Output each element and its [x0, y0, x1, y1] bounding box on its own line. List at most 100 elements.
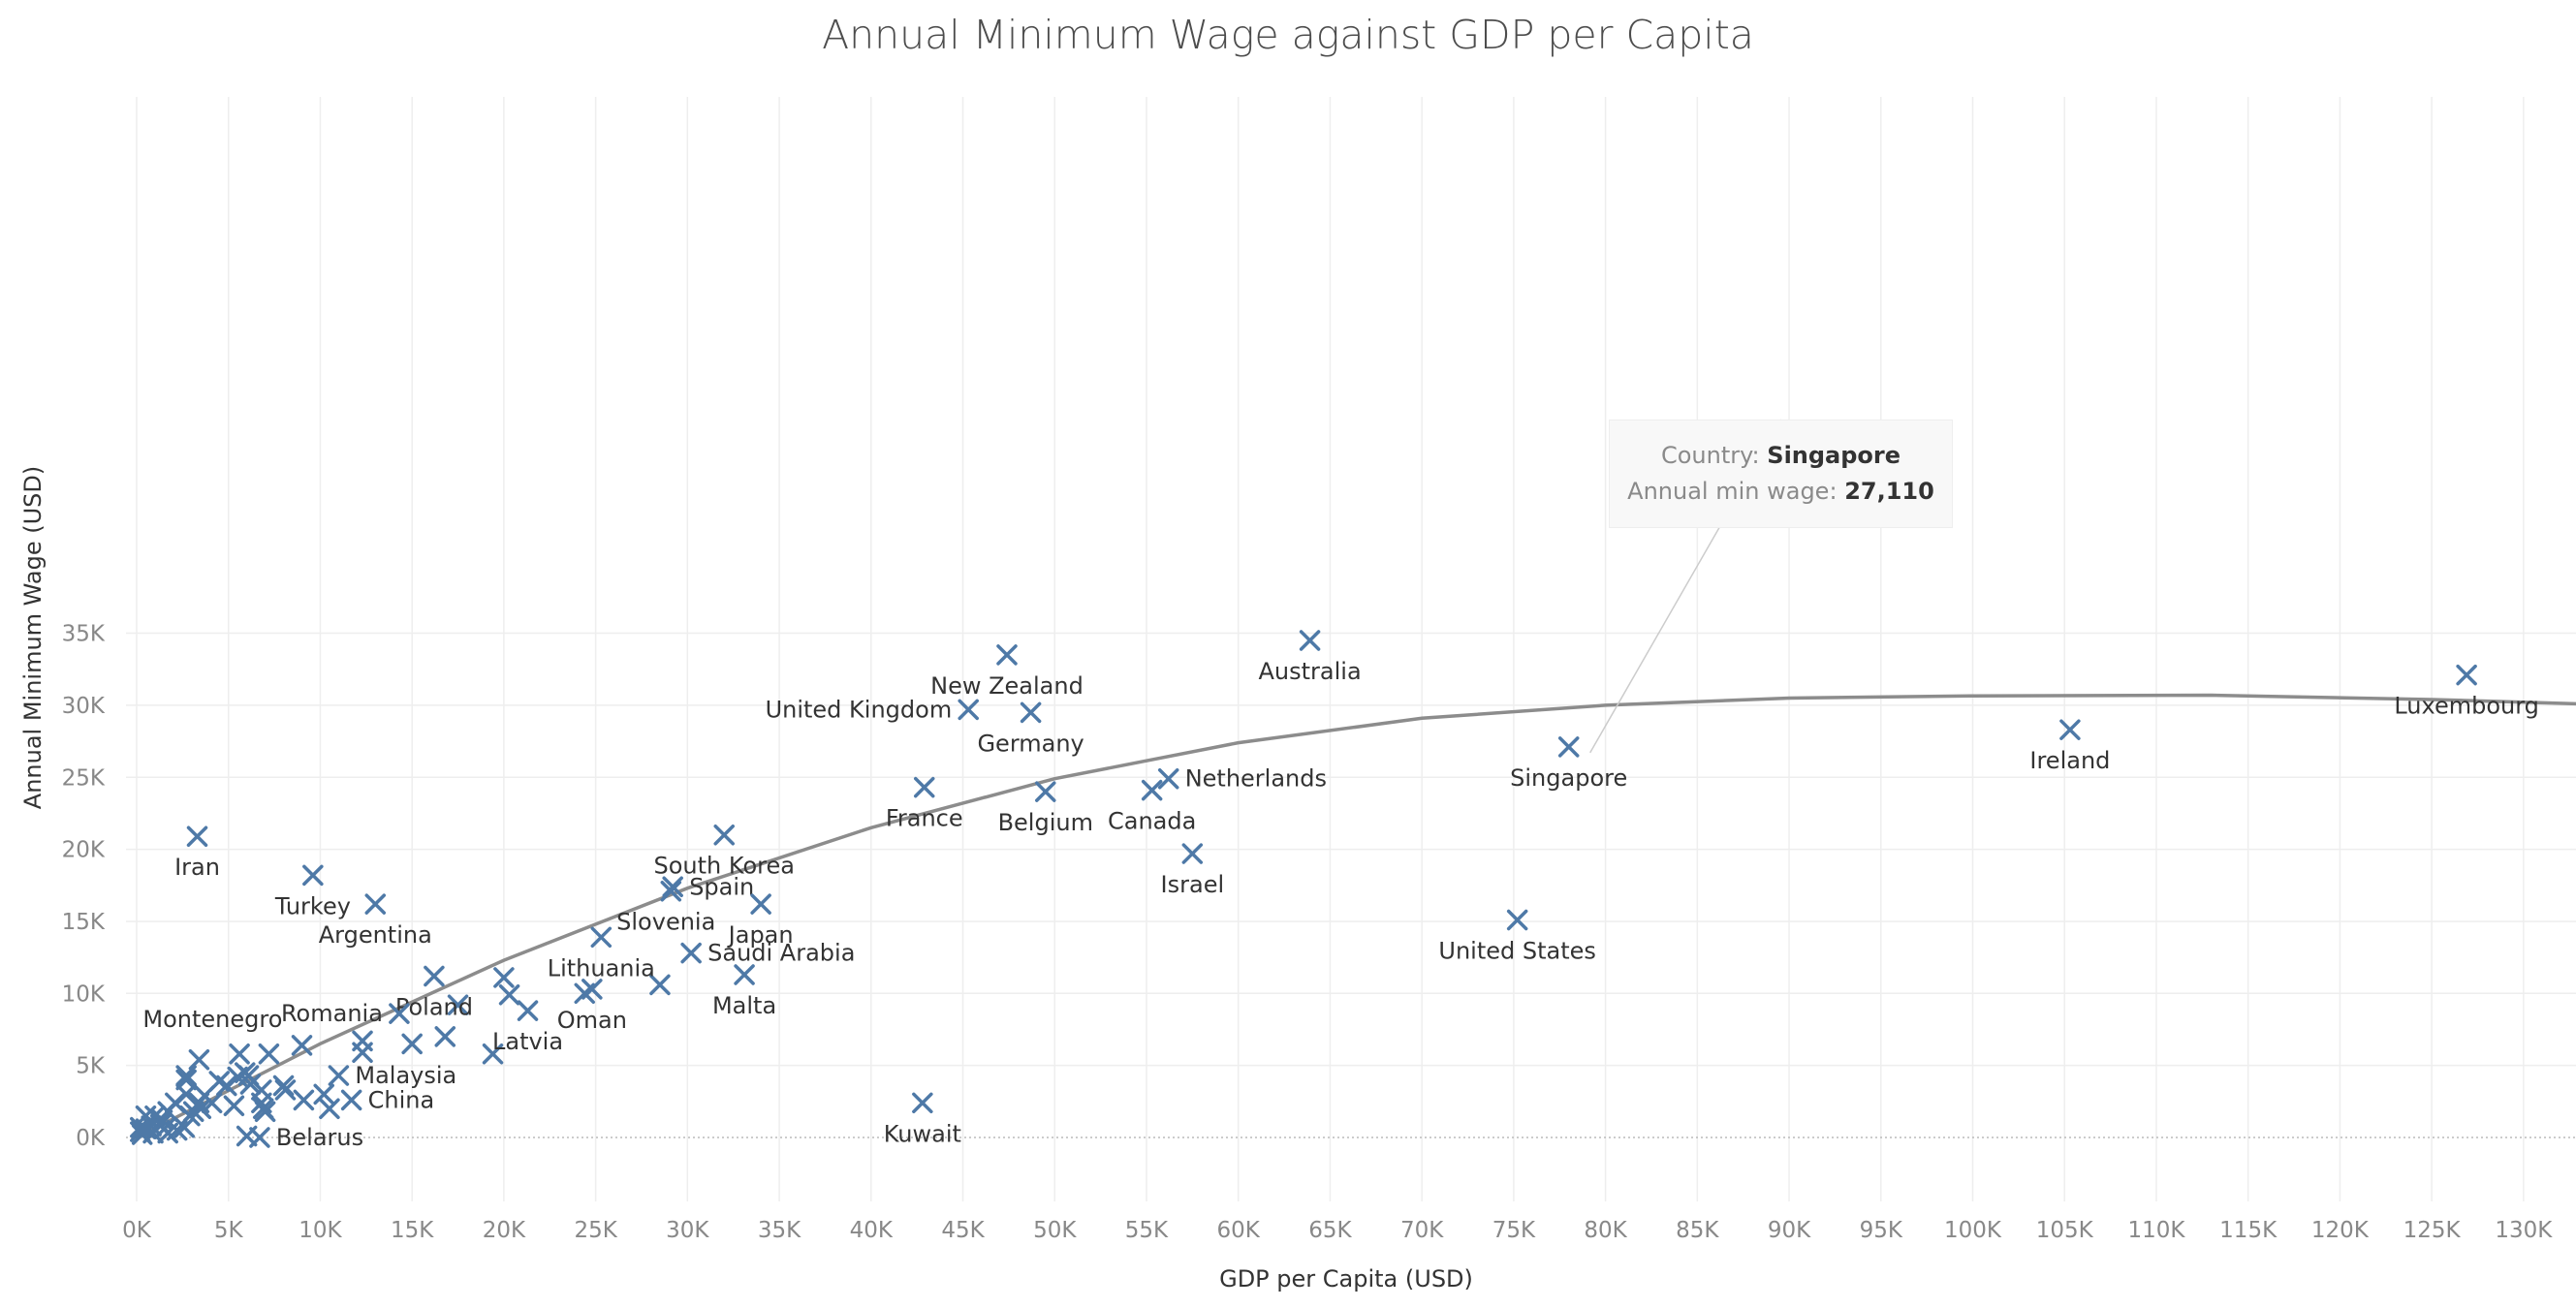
- data-point[interactable]: [175, 1065, 197, 1086]
- data-point[interactable]: [239, 1074, 262, 1095]
- data-point[interactable]: [498, 984, 520, 1006]
- x-tick-label: 100K: [1944, 1218, 2002, 1243]
- tooltip-wage-row: Annual min wage: 27,110: [1610, 478, 1952, 505]
- data-point-france[interactable]: [913, 776, 935, 798]
- data-point-luxembourg[interactable]: [2456, 664, 2477, 686]
- point-label: United States: [1438, 937, 1596, 964]
- data-point-slovenia[interactable]: [660, 880, 682, 902]
- point-label: Turkey: [274, 892, 351, 919]
- y-axis-title: Annual Minimum Wage (USD): [19, 466, 47, 809]
- tooltip-country-label: Country:: [1660, 442, 1760, 469]
- data-point[interactable]: [223, 1095, 245, 1117]
- y-tick-label: 0K: [76, 1126, 106, 1151]
- data-point-kuwait[interactable]: [912, 1092, 933, 1114]
- x-tick-label: 45K: [941, 1218, 985, 1243]
- data-point[interactable]: [188, 1048, 210, 1071]
- grid-lines: [126, 97, 2576, 1201]
- point-label: Ireland: [2029, 747, 2110, 774]
- data-point[interactable]: [216, 1074, 237, 1097]
- data-point-south-korea[interactable]: [713, 824, 735, 846]
- point-label: Romania: [281, 1000, 383, 1027]
- data-point[interactable]: [352, 1042, 373, 1064]
- data-point-united-kingdom[interactable]: [958, 699, 979, 721]
- data-point-netherlands[interactable]: [1157, 767, 1179, 790]
- data-point[interactable]: [173, 1116, 196, 1138]
- data-point-canada[interactable]: [1141, 779, 1163, 801]
- data-point[interactable]: [493, 967, 515, 988]
- point-label: Malta: [712, 992, 776, 1019]
- data-point-spain[interactable]: [662, 876, 683, 898]
- data-point-romania[interactable]: [389, 1003, 410, 1024]
- x-tick-label: 25K: [574, 1218, 617, 1243]
- data-point-argentina[interactable]: [364, 893, 387, 915]
- data-point-turkey[interactable]: [302, 864, 324, 887]
- data-point[interactable]: [130, 1116, 151, 1138]
- data-point-ireland[interactable]: [2059, 719, 2081, 740]
- data-point-montenegro[interactable]: [258, 1043, 280, 1065]
- y-tick-label: 30K: [62, 694, 106, 719]
- data-points: Australia New Zealand Luxembourg United Kin…: [130, 630, 2539, 1151]
- point-label: Spain: [689, 873, 754, 900]
- x-tick-label: 80K: [1584, 1218, 1627, 1243]
- data-point[interactable]: [272, 1074, 295, 1097]
- x-tick-label: 40K: [850, 1218, 894, 1243]
- data-point[interactable]: [313, 1083, 334, 1106]
- data-point-singapore[interactable]: [1557, 736, 1580, 758]
- x-tick-label: 70K: [1400, 1218, 1444, 1243]
- tooltip-country-value: Singapore: [1767, 442, 1901, 469]
- data-point-latvia[interactable]: [517, 1000, 539, 1021]
- point-label: Argentina: [319, 921, 432, 949]
- point-label: Slovenia: [616, 909, 715, 936]
- data-point-malta[interactable]: [734, 964, 755, 985]
- point-label: Netherlands: [1185, 765, 1327, 793]
- tooltip-country-row: Country: Singapore: [1610, 442, 1952, 469]
- y-tick-label: 35K: [62, 622, 106, 647]
- point-label: New Zealand: [930, 672, 1084, 700]
- data-point[interactable]: [482, 1043, 504, 1065]
- data-point-belarus[interactable]: [249, 1127, 270, 1148]
- data-point[interactable]: [274, 1079, 297, 1101]
- data-point-lithuania[interactable]: [590, 926, 613, 949]
- data-point[interactable]: [447, 994, 469, 1015]
- data-point[interactable]: [401, 1033, 423, 1055]
- data-point[interactable]: [142, 1122, 164, 1144]
- data-point[interactable]: [434, 1026, 456, 1047]
- trend-line: [136, 693, 2576, 1139]
- x-tick-label: 35K: [758, 1218, 801, 1243]
- data-point-iran[interactable]: [186, 825, 208, 847]
- data-point[interactable]: [157, 1122, 178, 1144]
- point-label: Japan: [727, 921, 794, 949]
- x-tick-label: 20K: [483, 1218, 526, 1243]
- y-tick-label: 25K: [62, 765, 106, 791]
- data-point[interactable]: [291, 1035, 313, 1056]
- point-label: Germany: [977, 730, 1084, 757]
- data-point-saudi-arabia[interactable]: [680, 942, 702, 964]
- data-point[interactable]: [188, 1092, 210, 1114]
- data-point-japan[interactable]: [750, 893, 771, 915]
- x-tick-label: 50K: [1033, 1218, 1077, 1243]
- data-point-belgium[interactable]: [1035, 781, 1056, 802]
- data-point-china[interactable]: [340, 1089, 362, 1111]
- data-point[interactable]: [157, 1101, 178, 1122]
- x-tick-label: 10K: [298, 1218, 342, 1243]
- data-point-israel[interactable]: [1181, 843, 1204, 864]
- data-point[interactable]: [229, 1043, 250, 1065]
- data-point-new-zealand[interactable]: [996, 644, 1018, 666]
- data-point[interactable]: [649, 974, 671, 996]
- data-point-poland[interactable]: [424, 965, 445, 987]
- data-point[interactable]: [254, 1101, 276, 1122]
- data-point-australia[interactable]: [1299, 630, 1321, 651]
- data-point[interactable]: [319, 1098, 340, 1120]
- data-point-malaysia[interactable]: [328, 1065, 350, 1086]
- point-label: Belgium: [998, 809, 1093, 836]
- point-label: Malaysia: [355, 1062, 456, 1089]
- data-point-germany[interactable]: [1020, 701, 1042, 724]
- data-point[interactable]: [293, 1089, 315, 1111]
- x-tick-label: 125K: [2403, 1218, 2462, 1243]
- data-point-united-states[interactable]: [1506, 909, 1528, 931]
- data-point-oman[interactable]: [581, 979, 603, 1000]
- data-point[interactable]: [175, 1069, 197, 1091]
- x-tick-label: 65K: [1308, 1218, 1352, 1243]
- x-tick-label: 115K: [2219, 1218, 2278, 1243]
